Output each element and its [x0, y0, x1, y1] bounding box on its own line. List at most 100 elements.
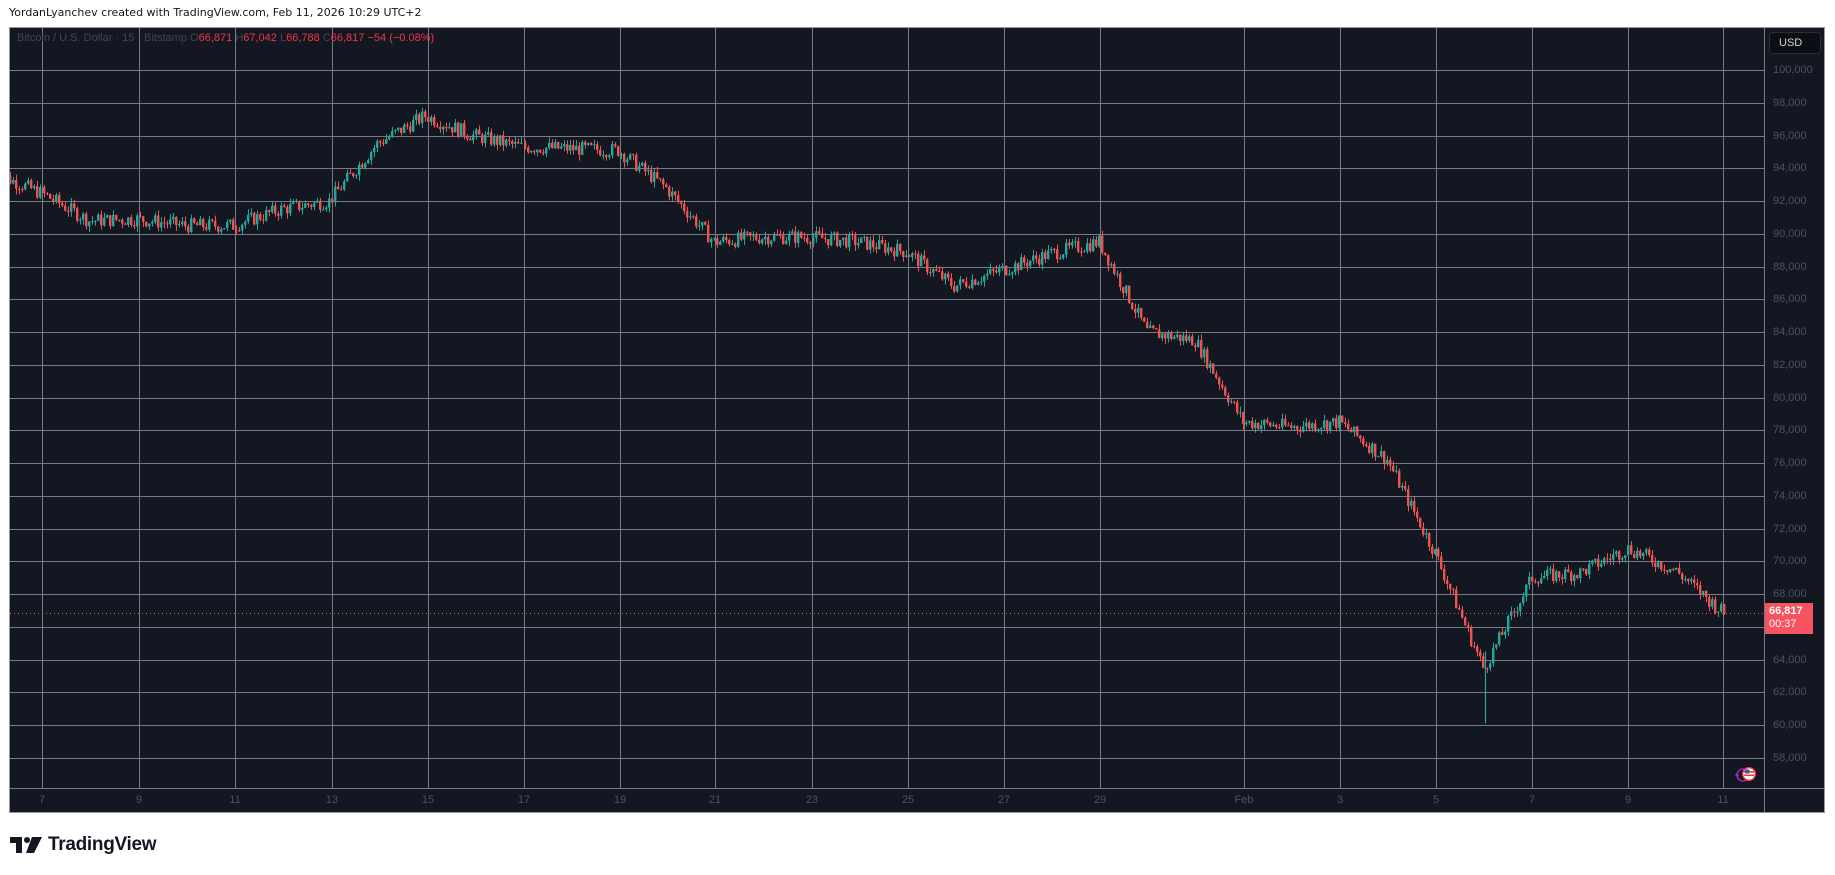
candle — [743, 228, 746, 246]
candle — [1648, 547, 1651, 558]
candle — [716, 234, 719, 248]
candle — [815, 226, 818, 243]
candle — [478, 125, 481, 135]
candle — [1404, 480, 1407, 492]
events-icon[interactable] — [1732, 765, 1758, 785]
candle — [1077, 237, 1080, 254]
candle — [557, 141, 560, 150]
currency-button[interactable]: USD — [1769, 32, 1821, 54]
candle — [394, 129, 397, 134]
candle — [1504, 629, 1507, 639]
candle — [1029, 260, 1032, 269]
candle — [1335, 414, 1338, 432]
candle — [764, 231, 767, 245]
candle — [719, 239, 722, 245]
candle — [1636, 547, 1639, 561]
candle — [1149, 320, 1152, 329]
candle — [331, 198, 334, 208]
candle — [1464, 616, 1467, 626]
time-tick-label: 13 — [325, 794, 339, 806]
candle — [1269, 421, 1272, 428]
candle — [644, 160, 647, 176]
candle — [1185, 329, 1188, 343]
candle — [794, 226, 797, 248]
candle — [1026, 258, 1029, 272]
candle — [1642, 552, 1645, 560]
candle — [1510, 606, 1513, 621]
candle — [1428, 532, 1431, 552]
candle — [58, 192, 61, 209]
candle — [307, 202, 310, 208]
candle — [148, 223, 151, 230]
candle — [1416, 507, 1419, 522]
time-tick-label: 5 — [1432, 794, 1440, 806]
candle — [1086, 238, 1089, 254]
candle — [18, 186, 21, 195]
time-axis[interactable]: 7 9 11 13 15 17 19 21 23 25 27 29 Feb 3 5 7 9 11 — [10, 788, 1764, 813]
candle — [15, 174, 18, 195]
candle — [1023, 255, 1026, 267]
candle — [1473, 641, 1476, 649]
candle — [1227, 392, 1230, 406]
price-axis[interactable]: USD 100,000 98,000 96,000 94,000 92,000 90,00… — [1764, 28, 1825, 788]
candle — [1501, 627, 1504, 636]
price-tick-label: 62,000 — [1773, 686, 1807, 699]
candle — [1065, 238, 1068, 259]
candle — [169, 214, 172, 228]
candle — [232, 217, 235, 230]
candle — [1020, 253, 1023, 271]
candle — [989, 263, 992, 275]
candle — [773, 231, 776, 242]
candle — [1140, 307, 1143, 321]
candle — [1155, 327, 1158, 330]
candle — [520, 137, 523, 145]
candle — [1239, 406, 1242, 418]
candle — [935, 265, 938, 272]
candle — [1555, 569, 1558, 583]
candle — [1098, 234, 1101, 248]
candle — [965, 276, 968, 289]
candle — [737, 230, 740, 248]
price-tick-label: 100,000 — [1773, 64, 1813, 76]
price-tick-label: 90,000 — [1773, 227, 1807, 240]
candle — [668, 185, 671, 201]
candle — [1092, 236, 1095, 252]
price-chart[interactable] — [10, 28, 1764, 788]
candle — [830, 231, 833, 247]
candle — [1678, 562, 1681, 575]
candle — [920, 252, 923, 267]
candle — [1519, 602, 1522, 617]
candle — [1209, 360, 1212, 374]
candle — [530, 150, 533, 154]
candle — [524, 140, 527, 150]
chart-plot-area[interactable]: Bitcoin / U.S. Dollar · 15 · Bitstamp O6… — [10, 28, 1764, 788]
candle — [1543, 570, 1546, 579]
candle — [827, 239, 830, 249]
candle — [617, 145, 620, 157]
legend-symbol: Bitcoin / U.S. Dollar · 15 · Bitstamp — [17, 32, 187, 44]
candle — [1182, 331, 1185, 346]
candle — [656, 166, 659, 180]
candle — [650, 165, 653, 184]
candle — [187, 224, 190, 235]
candle — [1467, 621, 1470, 633]
candle — [914, 250, 917, 260]
candle — [1609, 553, 1612, 565]
candle — [33, 184, 36, 191]
candle — [217, 225, 220, 235]
price-tick-label: 92,000 — [1773, 195, 1807, 207]
candle — [593, 139, 596, 150]
candle — [1564, 567, 1567, 583]
candle — [1038, 254, 1041, 267]
candle — [196, 221, 199, 226]
candle — [905, 250, 908, 258]
price-tick-label: 60,000 — [1773, 719, 1807, 731]
candle — [142, 215, 145, 227]
candle — [1410, 497, 1413, 510]
candle — [1122, 286, 1125, 299]
candle — [229, 219, 232, 225]
candle — [1702, 590, 1705, 598]
candle — [851, 230, 854, 241]
candle — [1017, 262, 1020, 275]
candle — [1053, 247, 1056, 254]
